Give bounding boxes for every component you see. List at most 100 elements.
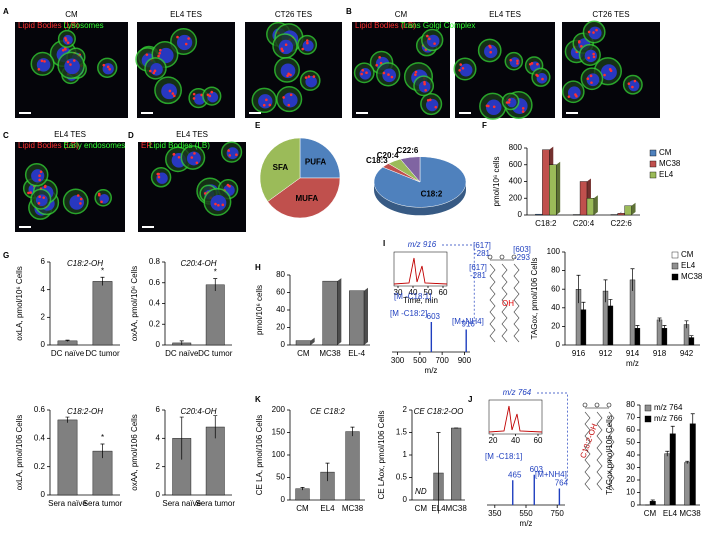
bar <box>664 453 671 506</box>
lipid-body <box>29 191 32 194</box>
y-tick-label: 60 <box>551 284 560 293</box>
lipid-body <box>37 68 41 71</box>
bar <box>684 462 691 506</box>
error-bar <box>350 426 355 437</box>
lipid-body <box>38 195 41 199</box>
lipid-body <box>190 156 194 159</box>
bar <box>92 281 113 346</box>
y-axis-label: TAGox, pmol/106 Cells <box>530 258 539 340</box>
error-bar <box>213 278 218 292</box>
panel-letter: F <box>482 121 487 130</box>
bar-side <box>631 202 636 215</box>
lipid-body <box>102 63 106 67</box>
y-tick-label: 0 <box>41 340 46 349</box>
bar <box>579 181 588 216</box>
x-tick-label: DC tumor <box>85 349 120 358</box>
nucleus <box>35 194 48 207</box>
y-tick-label: 4 <box>156 433 161 442</box>
y-tick-label: 50 <box>276 473 285 482</box>
chromatogram <box>488 405 543 433</box>
ion-label: [M+NH4] <box>535 470 567 479</box>
y-axis-label: CE LAox, pmol/106 Cells <box>377 411 386 500</box>
ion-label: [M -C18:2] <box>390 309 427 318</box>
y-tick-label: 0 <box>156 340 161 349</box>
nucleus <box>459 63 473 77</box>
legend-label: EL4 <box>681 261 696 270</box>
bar <box>451 427 462 501</box>
nucleus <box>586 73 600 87</box>
x-tick-label: CM <box>296 504 309 513</box>
x-tick-label: DC naïve <box>51 349 85 358</box>
lipid-body <box>505 101 509 104</box>
y-tick-label: 4 <box>41 285 46 294</box>
nucleus <box>509 57 520 68</box>
y-tick-label: 0 <box>403 495 408 504</box>
lipid-body <box>208 94 212 98</box>
lipid-body <box>304 76 308 79</box>
pie-slice <box>399 156 421 183</box>
y-tick-label: 600 <box>509 160 523 169</box>
x-axis-label: m/z <box>425 366 438 375</box>
legend-label: EL4 <box>659 170 674 179</box>
lipid-body <box>577 41 581 44</box>
lipid-body <box>521 110 525 113</box>
guide-arrow <box>537 392 568 481</box>
error-bar <box>684 320 689 329</box>
error-bar <box>576 274 581 304</box>
y-tick-label: 1 <box>403 450 408 459</box>
error-bar <box>581 301 586 318</box>
lipid-body <box>262 103 266 107</box>
legend-swatch <box>644 415 652 423</box>
significance: * <box>101 433 104 442</box>
bar <box>349 290 365 346</box>
legend-label: m/z 764 <box>654 403 683 412</box>
x-tick-label: MC38 <box>342 504 364 513</box>
lipid-body <box>360 72 363 76</box>
lipid-body <box>235 153 238 157</box>
lipid-body <box>633 79 637 83</box>
nucleus <box>150 63 163 76</box>
y-tick-label: 70 <box>626 413 635 422</box>
y-axis-label: pmol/10⁶ cells <box>492 157 501 207</box>
nucleus <box>226 147 239 160</box>
lipid-body <box>516 59 519 63</box>
y-axis-label: pmol/10⁶ cells <box>255 285 264 335</box>
error-bar <box>685 460 690 464</box>
error-bar <box>300 487 305 491</box>
oxygen <box>487 254 493 260</box>
structure-label: OH <box>502 299 514 308</box>
inset-label: Time, min <box>403 296 438 305</box>
lipid-body <box>176 35 179 39</box>
structure-label: -281 <box>470 271 487 280</box>
legend-swatch <box>671 262 679 270</box>
lipid-body <box>379 61 383 65</box>
lipid-body <box>528 62 532 66</box>
lipid-body <box>42 196 45 199</box>
nucleus <box>278 39 294 55</box>
chart-title: C18:2-OH <box>67 259 103 268</box>
x-tick-label: DC naïve <box>165 349 199 358</box>
lipid-body <box>38 174 41 177</box>
image-title: EL4 TES <box>170 10 202 19</box>
lipid-body <box>66 41 70 44</box>
lipid-body <box>587 56 590 60</box>
lipid-body <box>423 80 426 84</box>
nucleus <box>418 80 431 93</box>
legend-label: CM <box>681 250 694 259</box>
inset-tick-label: 40 <box>511 436 520 445</box>
lipid-body <box>575 95 578 98</box>
ion-label: [M -C18:1] <box>394 292 431 301</box>
x-tick-label: 942 <box>680 349 694 358</box>
nucleus <box>305 75 317 88</box>
ion-label: [M+NH4] <box>452 317 484 326</box>
lipid-body <box>301 47 305 51</box>
error-bar <box>650 499 655 503</box>
image-title: CT26 TES <box>275 10 312 19</box>
error-bar <box>657 317 662 322</box>
inset <box>488 399 543 435</box>
y-tick-label: 30 <box>626 463 635 472</box>
lipid-body <box>424 88 427 92</box>
inset-tick-label: 20 <box>489 436 498 445</box>
bar <box>57 419 78 496</box>
y-tick-label: 0.2 <box>149 319 161 328</box>
